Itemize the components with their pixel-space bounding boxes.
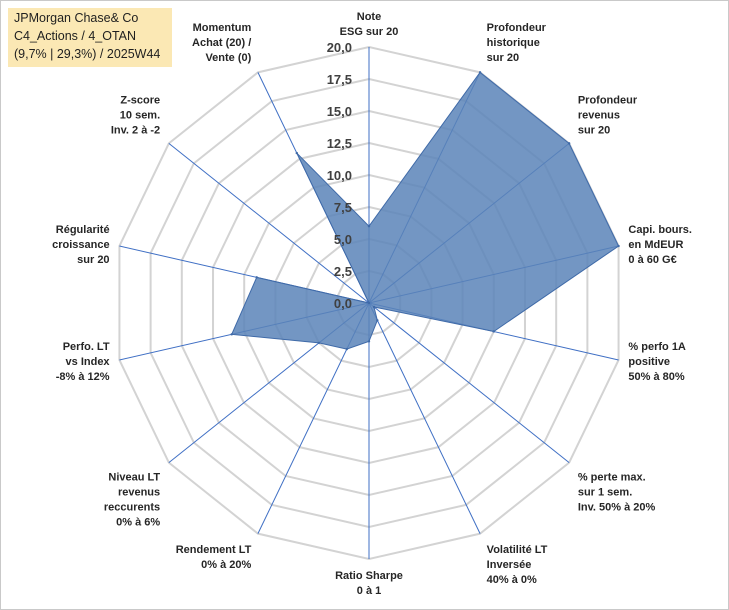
radial-tick-label: 12,5 (327, 136, 352, 151)
radial-tick-label: 15,0 (327, 104, 352, 119)
axis-label: Volatilité LT Inversée 40% à 0% (487, 544, 548, 586)
axis-spoke (368, 302, 481, 534)
data-point (367, 225, 371, 228)
data-point (255, 276, 258, 279)
radial-tick-label: 17,5 (327, 72, 352, 87)
radial-tick-label: 0,0 (334, 296, 352, 311)
data-point (345, 347, 348, 351)
data-point (317, 341, 321, 345)
axis-label: Rendement LT 0% à 20% (176, 544, 252, 571)
radial-tick-label: 10,0 (327, 168, 352, 183)
data-series-area (230, 71, 620, 350)
axis-label: Niveau LT revenus reccurents 0% à 6% (104, 471, 161, 528)
data-point (295, 151, 299, 155)
axis-label: % perfo 1A positive 50% à 80% (628, 341, 686, 383)
data-point (567, 142, 571, 145)
axis-label: % perte max. sur 1 sem. Inv. 50% à 20% (578, 471, 656, 513)
axis-spoke (368, 302, 570, 464)
radial-tick-label: 2,5 (334, 264, 352, 279)
chart-title-line-3: (9,7% | 29,3%) / 2025W44 (14, 47, 161, 61)
data-point (372, 305, 376, 309)
axis-label: Note ESG sur 20 (340, 11, 399, 38)
data-point (367, 340, 371, 343)
axis-label: Profondeur revenus sur 20 (578, 95, 638, 137)
data-point (230, 333, 233, 336)
axis-label: Profondeur historique sur 20 (487, 22, 547, 64)
axis-label: Capi. bours. en MdEUR 0 à 60 G€ (628, 224, 692, 266)
data-point (478, 71, 482, 74)
axis-label: Z-score 10 sem. Inv. 2 à -2 (111, 95, 160, 137)
axis-label: Ratio Sharpe 0 à 1 (335, 570, 403, 597)
data-point (367, 301, 371, 305)
axis-label: Régularité croissance sur 20 (52, 224, 109, 266)
axis-label: Momentum Achat (20) / Vente (0) (192, 22, 252, 64)
chart-title-box: JPMorgan Chase& Co C4_Actions / 4_OTAN (… (8, 8, 172, 67)
radial-tick-label: 20,0 (327, 40, 352, 55)
chart-title-line-1: JPMorgan Chase& Co (14, 11, 139, 25)
axis-spoke (168, 142, 370, 304)
data-point (492, 330, 495, 333)
radial-tick-label: 7,5 (334, 200, 352, 215)
chart-title-line-2: C4_Actions / 4_OTAN (14, 29, 137, 43)
radial-tick-label: 5,0 (334, 232, 352, 247)
data-point (617, 244, 620, 248)
data-point (376, 319, 379, 322)
axis-label: Perfo. LT vs Index -8% à 12% (56, 341, 111, 383)
